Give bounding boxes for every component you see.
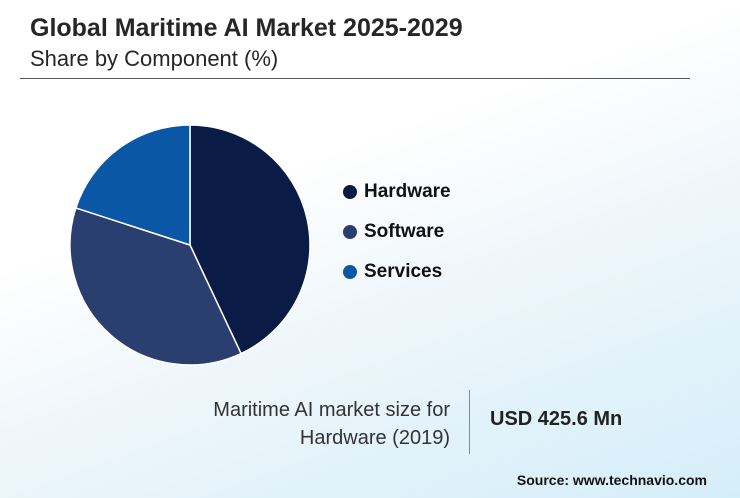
legend-item-software: Software	[343, 212, 451, 252]
legend-swatch	[343, 225, 357, 239]
source-text: Source: www.technavio.com	[516, 472, 707, 488]
legend-label: Software	[364, 221, 445, 242]
pie-slice-software	[69, 206, 243, 366]
legend-swatch	[343, 265, 357, 279]
market-size-label-line2: Hardware (2019)	[299, 427, 450, 449]
legend-swatch	[343, 185, 357, 199]
title-divider	[20, 78, 690, 79]
market-size-label-line1: Maritime AI market size for	[213, 399, 450, 421]
legend-item-hardware: Hardware	[343, 172, 451, 212]
info-divider	[469, 390, 470, 454]
market-size-value: USD 425.6 Mn	[490, 408, 623, 430]
legend-label: Services	[364, 261, 443, 282]
market-size-label: Maritime AI market size for Hardware (20…	[213, 396, 450, 452]
pie-slice-services	[74, 124, 191, 247]
pie-slice-hardware	[189, 124, 311, 355]
legend-label: Hardware	[364, 181, 451, 202]
chart-subtitle: Share by Component (%)	[30, 46, 279, 71]
chart-title: Global Maritime AI Market 2025-2029	[30, 14, 463, 42]
legend: Hardware Software Services	[343, 172, 451, 292]
legend-item-services: Services	[343, 252, 451, 292]
